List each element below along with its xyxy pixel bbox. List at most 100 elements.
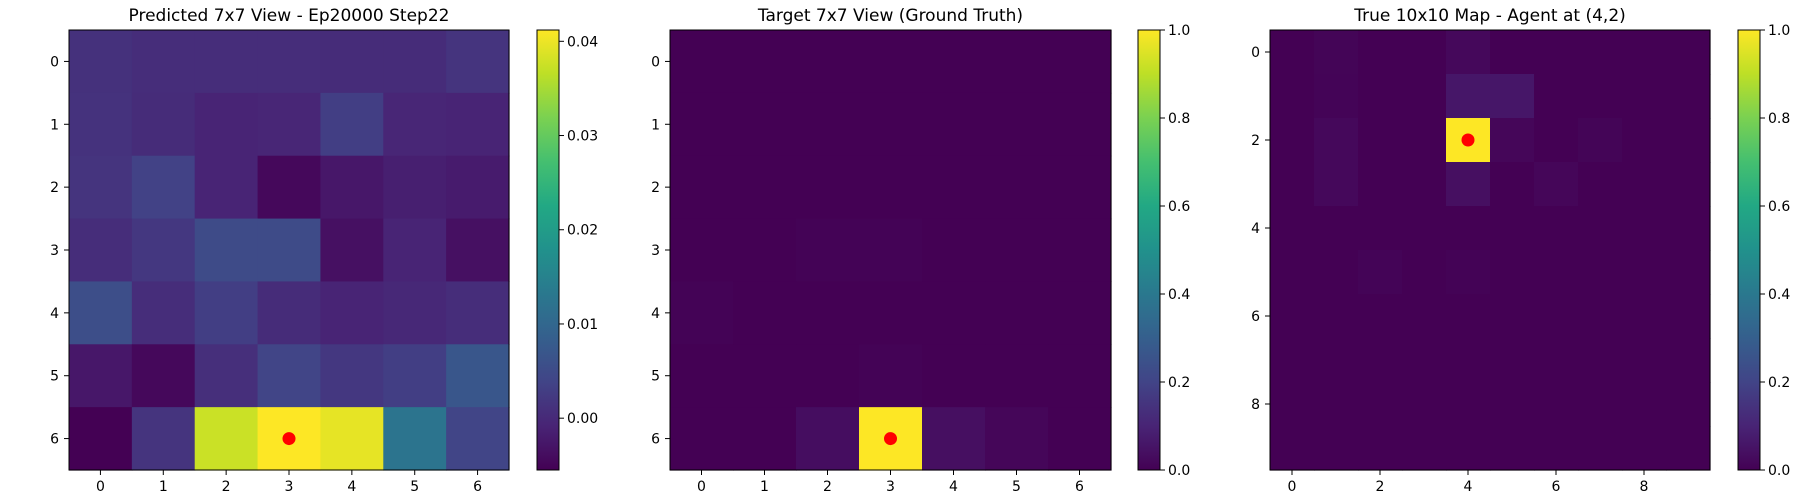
heatmap-cell: (5,6) = 0.015 — [985, 407, 1049, 471]
heatmap-cell: (7,5) = 0 — [1578, 250, 1623, 295]
heatmap-cell: (2,0) = 0 — [796, 30, 860, 94]
heatmap-cell: (1,0) = 0.01 — [1314, 30, 1359, 75]
heatmap-cell: (6,0) = 0 — [1534, 30, 1579, 75]
heatmap-cell: (7,0) = 0 — [1578, 30, 1623, 75]
heatmap-cell: (4,0) = 0.0003 — [320, 30, 384, 94]
heatmap-cell: (9,7) = 0 — [1666, 338, 1711, 383]
x-tick-label: 1 — [760, 479, 769, 495]
heatmap-cell: (6,4) = 0.0005 — [446, 281, 510, 345]
heatmap-cell: (7,7) = 0 — [1578, 338, 1623, 383]
heatmap-cell: (4,3) = 0 — [922, 218, 986, 283]
heatmap-cell: (4,4) = 0 — [922, 281, 986, 345]
heatmap-cell: (3,1) = -0.0005 — [257, 92, 322, 157]
heatmap-cell: (2,6) = 0.0375 — [194, 407, 259, 471]
heatmap-cell: (9,4) = 0 — [1666, 206, 1711, 251]
heatmap-cell: (2,1) = -0.0008 — [194, 92, 259, 157]
colorbar-tick-label: 0.00 — [567, 411, 598, 427]
heatmap-cell: (1,4) = 0.0005 — [131, 281, 196, 345]
heatmap-cell: (6,8) = 0 — [1534, 382, 1579, 427]
heatmap-cell: (5,3) = 0 — [985, 218, 1049, 283]
y-tick-label: 6 — [50, 432, 59, 448]
heatmap-cell: (1,3) = 0.02 — [1314, 162, 1359, 207]
y-tick-label: 0 — [50, 54, 59, 70]
y-tick-label: 6 — [1251, 309, 1260, 325]
heatmap-cell: (1,8) = 0 — [1314, 382, 1359, 427]
colorbar-frame — [1737, 29, 1761, 471]
heatmap-cell: (3,3) = 0.005 — [257, 218, 322, 283]
heatmap-cell: (6,4) = 0 — [1048, 281, 1112, 345]
heatmap-cell: (9,9) = 0 — [1666, 426, 1711, 471]
heatmap-cell: (3,3) = 0.006 — [859, 218, 923, 283]
x-tick-label: 4 — [1464, 479, 1473, 495]
colorbar-tick-label: 0.4 — [1168, 287, 1190, 303]
heatmap-cell: (5,2) = -0.0015 — [383, 155, 447, 220]
heatmap-cell: (2,1) = 0 — [796, 92, 860, 157]
heatmap-cell: (6,1) = 0 — [1048, 92, 1112, 157]
heatmap-cell: (1,0) = 0.0005 — [131, 30, 196, 94]
heatmap-cell: (3,2) = 0 — [1402, 118, 1447, 163]
heatmap-cell: (2,8) = 0 — [1358, 382, 1403, 427]
heatmap-cell: (3,1) = 0 — [859, 92, 923, 157]
heatmap-cell: (2,3) = 0.006 — [796, 218, 860, 283]
heatmap-cell: (0,7) = 0 — [1270, 338, 1315, 383]
heatmap-cell: (0,4) = 0.0055 — [69, 281, 133, 345]
heatmap-cell: (2,4) = 0 — [1358, 206, 1403, 251]
heatmap-cell: (6,3) = 0 — [1048, 218, 1112, 283]
heatmap-cell: (6,0) = 0 — [1048, 30, 1112, 94]
heatmap-cell: (4,4) = 0 — [1446, 206, 1491, 251]
heatmap-panel-2: Target 7x7 View (Ground Truth)(0,0) = 0(… — [651, 6, 1190, 495]
heatmap-cell: (6,2) = -0.002 — [446, 155, 510, 220]
heatmap-cell: (3,0) = 0.0005 — [257, 30, 322, 94]
y-tick-label: 5 — [651, 369, 660, 385]
heatmap-cell: (8,8) = 0 — [1622, 382, 1667, 427]
heatmap-cell: (8,3) = 0 — [1622, 162, 1667, 207]
heatmap-panel-1: Predicted 7x7 View - Ep20000 Step22 (0,0)… — [50, 6, 598, 495]
chart-title-1: Predicted 7x7 View - Ep20000 Step22 — [129, 6, 450, 26]
heatmap-cell: (3,5) = 0.006 — [859, 344, 923, 408]
heatmap-cell: (9,3) = 0 — [1666, 162, 1711, 207]
heatmap-cell: (3,4) = 0 — [1402, 206, 1447, 251]
x-tick-label: 5 — [410, 479, 419, 495]
y-tick-label: 8 — [1251, 397, 1260, 413]
y-tick-label: 4 — [651, 306, 660, 322]
y-tick-label: 4 — [50, 306, 59, 322]
heatmap-cell: (0,4) = 0.006 — [670, 281, 734, 345]
colorbar-tick-label: 0.8 — [1168, 111, 1190, 127]
colorbar-tick-label: 0.2 — [1768, 375, 1790, 391]
y-tick-label: 4 — [1251, 221, 1260, 237]
heatmap-cell: (5,6) = 0.0125 — [383, 407, 447, 471]
heatmap-cell: (6,2) = 0 — [1534, 118, 1579, 163]
colorbar-tick-label: 1.0 — [1168, 23, 1190, 39]
heatmap-cell: (4,6) = 0.0395 — [320, 407, 384, 471]
heatmap-cell: (2,4) = 0.003 — [194, 281, 259, 345]
heatmap-cell: (0,6) = -0.0055 — [69, 407, 133, 471]
heatmap-cell: (2,4) = 0 — [796, 281, 860, 345]
heatmap-cell: (5,1) = 0 — [985, 92, 1049, 157]
heatmap-cell: (4,0) = 0.02 — [1446, 30, 1491, 75]
heatmap-cell: (9,1) = 0 — [1666, 74, 1711, 119]
heatmap-cell: (5,3) = -0.0008 — [383, 218, 447, 283]
x-tick-label: 1 — [159, 479, 168, 495]
heatmap-cell: (4,7) = 0 — [1446, 338, 1491, 383]
y-tick-label: 0 — [651, 54, 660, 70]
x-tick-label: 2 — [823, 479, 832, 495]
heatmap-cell: (0,1) = 0 — [1270, 74, 1315, 119]
heatmap-cell: (2,2) = 0 — [796, 155, 860, 220]
heatmap-cell: (5,5) = 0.003 — [383, 344, 447, 408]
agent-marker — [884, 432, 897, 446]
y-tick-label: 1 — [50, 117, 59, 133]
heatmap-cell: (6,3) = -0.0035 — [446, 218, 510, 283]
heatmap-cell: (1,7) = 0 — [1314, 338, 1359, 383]
heatmap-cell: (6,5) = 0 — [1534, 250, 1579, 295]
heatmap-cell: (3,0) = 0 — [859, 30, 923, 94]
colorbar-frame — [1137, 29, 1161, 471]
x-tick-label: 3 — [886, 479, 895, 495]
heatmap-cell: (8,7) = 0 — [1622, 338, 1667, 383]
heatmap-cell: (1,5) = 0 — [733, 344, 797, 408]
heatmap-cell: (2,3) = 0.005 — [194, 218, 259, 283]
heatmap-cell: (2,5) = 0.0008 — [194, 344, 259, 408]
heatmap-cell: (1,1) = 0 — [733, 92, 797, 157]
colorbar-tick-label: 0.0 — [1168, 463, 1190, 479]
heatmap-cell: (0,5) = -0.0025 — [69, 344, 133, 408]
heatmap-cell: (0,2) = 0.0015 — [69, 155, 133, 220]
